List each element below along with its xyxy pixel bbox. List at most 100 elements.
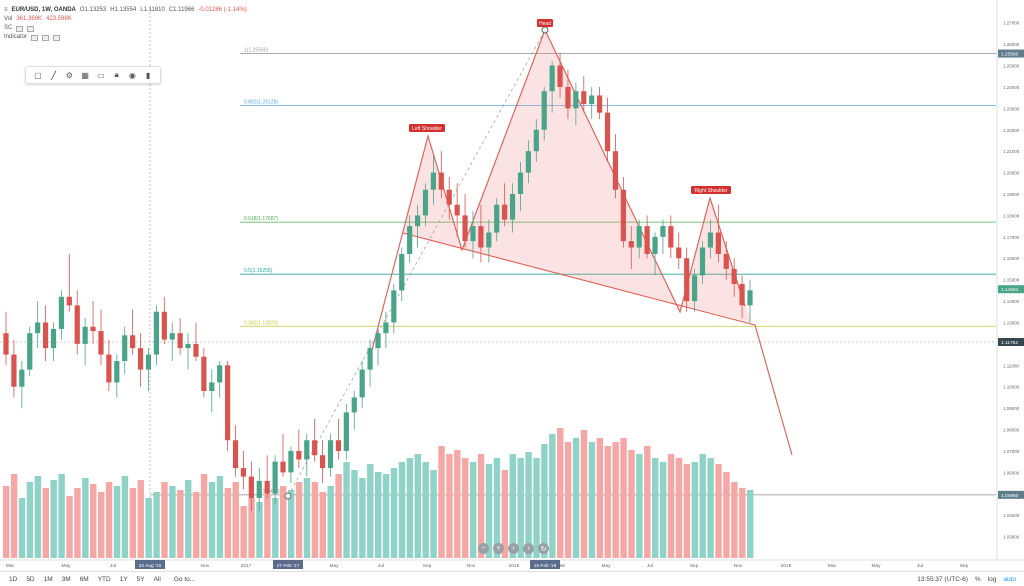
- candle-body: [106, 354, 112, 383]
- template-icon[interactable]: ▦: [81, 70, 89, 80]
- candle-body: [462, 215, 468, 242]
- candle-body: [486, 232, 492, 248]
- log-toggle[interactable]: log: [987, 575, 997, 583]
- volume-bar: [659, 462, 667, 558]
- candle-body: [597, 95, 603, 113]
- volume-bar: [121, 476, 129, 558]
- volume-bar: [272, 498, 279, 558]
- volume-bar: [90, 484, 97, 558]
- tf-5d[interactable]: 5D: [26, 575, 35, 583]
- scroll-left-button[interactable]: ‹: [508, 543, 519, 554]
- tf-all[interactable]: All: [153, 575, 161, 583]
- bottom-toolbar: 1D 5D 1M 3M 6M YTD 1Y 5Y All Go to... 13…: [0, 571, 1024, 586]
- volume-bar: [375, 472, 382, 558]
- eye-icon[interactable]: ◉: [128, 70, 136, 80]
- indicator-label[interactable]: Indicator: [4, 34, 28, 40]
- change-value: -0.01286 (-1.14%): [198, 7, 247, 13]
- candle-body: [470, 226, 476, 242]
- volume-bar: [97, 492, 105, 558]
- candle-body: [225, 365, 231, 441]
- candle-body: [19, 369, 25, 387]
- candle-body: [114, 361, 120, 383]
- percent-toggle[interactable]: %: [974, 575, 981, 583]
- price-tick-label: 1.11000: [1003, 363, 1019, 368]
- volume-bar: [66, 496, 73, 558]
- price-tick-label: 1.19000: [1003, 192, 1020, 197]
- rect-icon[interactable]: ▢: [34, 70, 42, 80]
- fib-level-label: 1(1.25560): [244, 48, 269, 54]
- volume-bar: [620, 438, 627, 558]
- fib-level-label: 0.382(1.12823): [244, 320, 278, 326]
- volume-bar: [462, 458, 469, 558]
- symbol-label[interactable]: EUR/USD, 1W, OANDA: [11, 7, 76, 13]
- candle-body: [90, 326, 96, 332]
- goto-button[interactable]: Go to...: [173, 575, 196, 583]
- candle-body: [533, 129, 539, 152]
- legend-indicator-row: Indicator: [4, 33, 247, 42]
- volume-label[interactable]: Vol: [4, 16, 13, 22]
- candle-body: [50, 328, 57, 349]
- time-axis-marker-bg: [530, 560, 560, 569]
- right-shoulder-label: Right Shoulder: [694, 188, 727, 194]
- candle-body: [185, 343, 191, 349]
- tf-ytd[interactable]: YTD: [97, 575, 111, 583]
- eye-icon[interactable]: [42, 34, 50, 41]
- candle-body: [240, 468, 247, 477]
- volume-bar: [327, 486, 334, 558]
- candle-body: [359, 369, 365, 398]
- close-icon[interactable]: [27, 25, 35, 32]
- candle-body: [494, 204, 500, 233]
- close-icon[interactable]: [53, 34, 61, 41]
- time-axis-label: Mar: [557, 563, 566, 569]
- volume-bar: [644, 446, 651, 558]
- settings-icon[interactable]: [31, 34, 39, 41]
- volume-bar: [161, 482, 168, 558]
- time-axis-label: May: [871, 563, 881, 569]
- settings-icon[interactable]: [16, 25, 24, 32]
- chart-legend: ≡ EUR/USD, 1W, OANDA O1.13253 H1.13554 L…: [4, 6, 247, 42]
- candle-body: [327, 440, 334, 469]
- volume-bar: [564, 442, 572, 558]
- candle-body: [652, 236, 658, 254]
- fib-level-label: 0.5(1.15255): [244, 268, 273, 274]
- candle-body: [604, 112, 611, 152]
- settings-icon[interactable]: ⚙: [65, 70, 73, 80]
- zoom-out-button[interactable]: −: [478, 543, 489, 554]
- scroll-right-button[interactable]: ›: [523, 543, 534, 554]
- tf-6m[interactable]: 6M: [79, 575, 89, 583]
- reset-button[interactable]: ↻: [538, 543, 549, 554]
- tf-1d[interactable]: 1D: [9, 575, 18, 583]
- tf-5y[interactable]: 5Y: [136, 575, 145, 583]
- auto-toggle[interactable]: auto: [1003, 575, 1016, 583]
- zoom-in-button[interactable]: +: [493, 543, 504, 554]
- trash-icon[interactable]: ▮: [145, 70, 151, 80]
- price-tag-current: 1.11752: [1001, 340, 1018, 346]
- tf-1m[interactable]: 1M: [43, 575, 53, 583]
- clock-display[interactable]: 13:55:37 (UTC-6): [917, 575, 968, 583]
- pencil-icon[interactable]: ╱: [51, 70, 57, 80]
- sc-label[interactable]: SC: [4, 25, 13, 31]
- volume-bar: [105, 482, 113, 558]
- price-tick-label: 1.07000: [1003, 449, 1020, 454]
- price-tick-label: 1.10000: [1003, 385, 1020, 390]
- candle-body: [351, 397, 357, 413]
- fib-level-label: 0.618(1.17687): [244, 216, 278, 222]
- price-tick-label: 1.03000: [1003, 535, 1020, 540]
- tf-1y[interactable]: 1Y: [119, 575, 128, 583]
- volume-bar: [232, 482, 239, 558]
- tf-3m[interactable]: 3M: [61, 575, 71, 583]
- volume-bar: [390, 468, 398, 558]
- volume-bar: [280, 486, 287, 558]
- visibility-icon[interactable]: ▭: [97, 70, 105, 80]
- time-axis-label: 2017: [241, 563, 252, 569]
- candle-body: [525, 151, 531, 173]
- chevron-down-icon[interactable]: ≡: [4, 7, 8, 13]
- candle-body: [35, 322, 41, 334]
- time-axis-label: Mar: [828, 563, 837, 569]
- volume-bar: [224, 488, 232, 558]
- volume-bar: [652, 458, 659, 558]
- lock-icon[interactable]: 🔒︎: [114, 70, 119, 79]
- volume-bar: [145, 498, 152, 558]
